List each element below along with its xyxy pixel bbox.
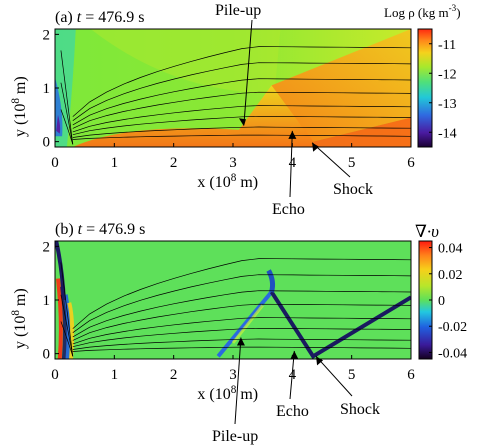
panel-title: (a) t = 476.9 s: [55, 9, 144, 26]
field-line: [72, 327, 411, 348]
field-left-streak: [55, 278, 63, 359]
y-tick-label: 0: [43, 347, 51, 363]
field-line: [72, 258, 411, 329]
field-line: [72, 126, 411, 138]
annotation-echo: Echo: [276, 403, 309, 420]
shock-front: [269, 290, 411, 359]
colorbar-tick-label: -12: [438, 67, 457, 82]
x-tick-label: 6: [407, 155, 415, 171]
y-tick-label: 2: [43, 239, 51, 255]
colorbar-tick-label: 0: [438, 294, 445, 309]
field-left-front: [55, 241, 66, 301]
x-tick-label: 0: [51, 155, 59, 171]
field-line: [72, 303, 411, 341]
colorbar-label: Log ρ (kg m-3): [384, 3, 461, 20]
field-line: [72, 91, 411, 129]
x-axis-label: x (108 m): [197, 172, 258, 191]
arrowhead-pileup: [236, 337, 245, 346]
pileup-front: [216, 290, 274, 358]
colorbar-tick-label: -0.04: [438, 346, 467, 361]
x-tick-label: 2: [170, 367, 178, 383]
field-left-coldest: [56, 114, 61, 134]
field-line: [72, 134, 411, 140]
field-line: [72, 62, 411, 121]
y-tick-label: 0: [43, 135, 51, 151]
plot-area: [55, 29, 411, 147]
arrow-pileup: [243, 19, 253, 125]
y-axis-label: y (108 m): [10, 76, 29, 137]
arrow-shock: [315, 355, 353, 397]
arrow-echo: [289, 350, 295, 400]
field-line: [60, 321, 74, 357]
field-line: [72, 115, 411, 136]
y-axis-label: y (108 m): [10, 288, 29, 349]
plot-area: [55, 241, 411, 359]
arrowhead-echo: [288, 130, 297, 139]
field-left-cold: [55, 77, 63, 137]
field-line: [60, 109, 74, 145]
field-line: [60, 50, 74, 145]
field-line: [72, 346, 411, 352]
colorbar: [417, 28, 433, 148]
colorbar-label: ∇·υ: [415, 222, 439, 241]
y-tick-label: 1: [43, 293, 51, 309]
y-tick-label: 1: [43, 81, 51, 97]
colorbar-tick-label: -13: [438, 97, 457, 112]
field-line: [72, 105, 411, 133]
field-line: [72, 274, 411, 333]
x-tick-label: 6: [407, 367, 415, 383]
field-light-streak: [231, 304, 264, 344]
x-tick-label: 3: [229, 367, 237, 383]
x-tick-label: 0: [51, 367, 59, 383]
field-line: [72, 290, 411, 338]
x-tick-label: 5: [348, 367, 356, 383]
arrow-pileup: [234, 337, 242, 425]
field-line: [72, 46, 411, 117]
annotation-pileup: Pile-up: [215, 2, 261, 19]
arrow-echo: [289, 130, 293, 198]
annotation-pileup: Pile-up: [212, 428, 258, 445]
colorbar-tick-label: 0.04: [438, 242, 463, 257]
field-line: [72, 78, 411, 126]
field-line: [60, 262, 74, 357]
apex-blob: [266, 269, 276, 293]
field-line: [72, 317, 411, 345]
panel-a: 0 1 2 3 4 5 6 0 1 2 x (108 m) y (108 m) (a) t = 476.…: [10, 2, 461, 218]
annotation-shock: Shock: [340, 401, 380, 418]
x-tick-label: 5: [348, 155, 356, 171]
panel-title: (b) t = 476.9 s: [55, 221, 145, 238]
colorbar-tick-label: 0.02: [438, 268, 463, 283]
x-tick-label: 3: [229, 155, 237, 171]
field-line: [72, 338, 411, 350]
field-shocked-wedge: [271, 29, 411, 142]
annotation-shock: Shock: [333, 181, 373, 198]
field-upper-region: [90, 29, 281, 94]
field-post-shock: [313, 117, 411, 147]
x-axis-label: x (108 m): [197, 384, 258, 403]
x-tick-label: 4: [289, 155, 297, 171]
annotation-echo: Echo: [272, 201, 305, 218]
arrowhead-pileup: [238, 118, 246, 127]
colorbar-tick-label: -0.02: [438, 320, 467, 335]
colorbar-tick-label: -11: [438, 38, 456, 53]
colorbar-tick-label: -14: [438, 126, 457, 141]
arrowhead-shock: [316, 356, 324, 366]
arrowhead-shock: [312, 142, 320, 152]
y-tick-label: 2: [43, 27, 51, 43]
x-tick-label: 1: [111, 155, 119, 171]
arrow-shock: [311, 142, 351, 178]
arrowhead-echo: [290, 350, 299, 359]
x-tick-label: 2: [170, 155, 178, 171]
x-tick-label: 1: [111, 367, 119, 383]
